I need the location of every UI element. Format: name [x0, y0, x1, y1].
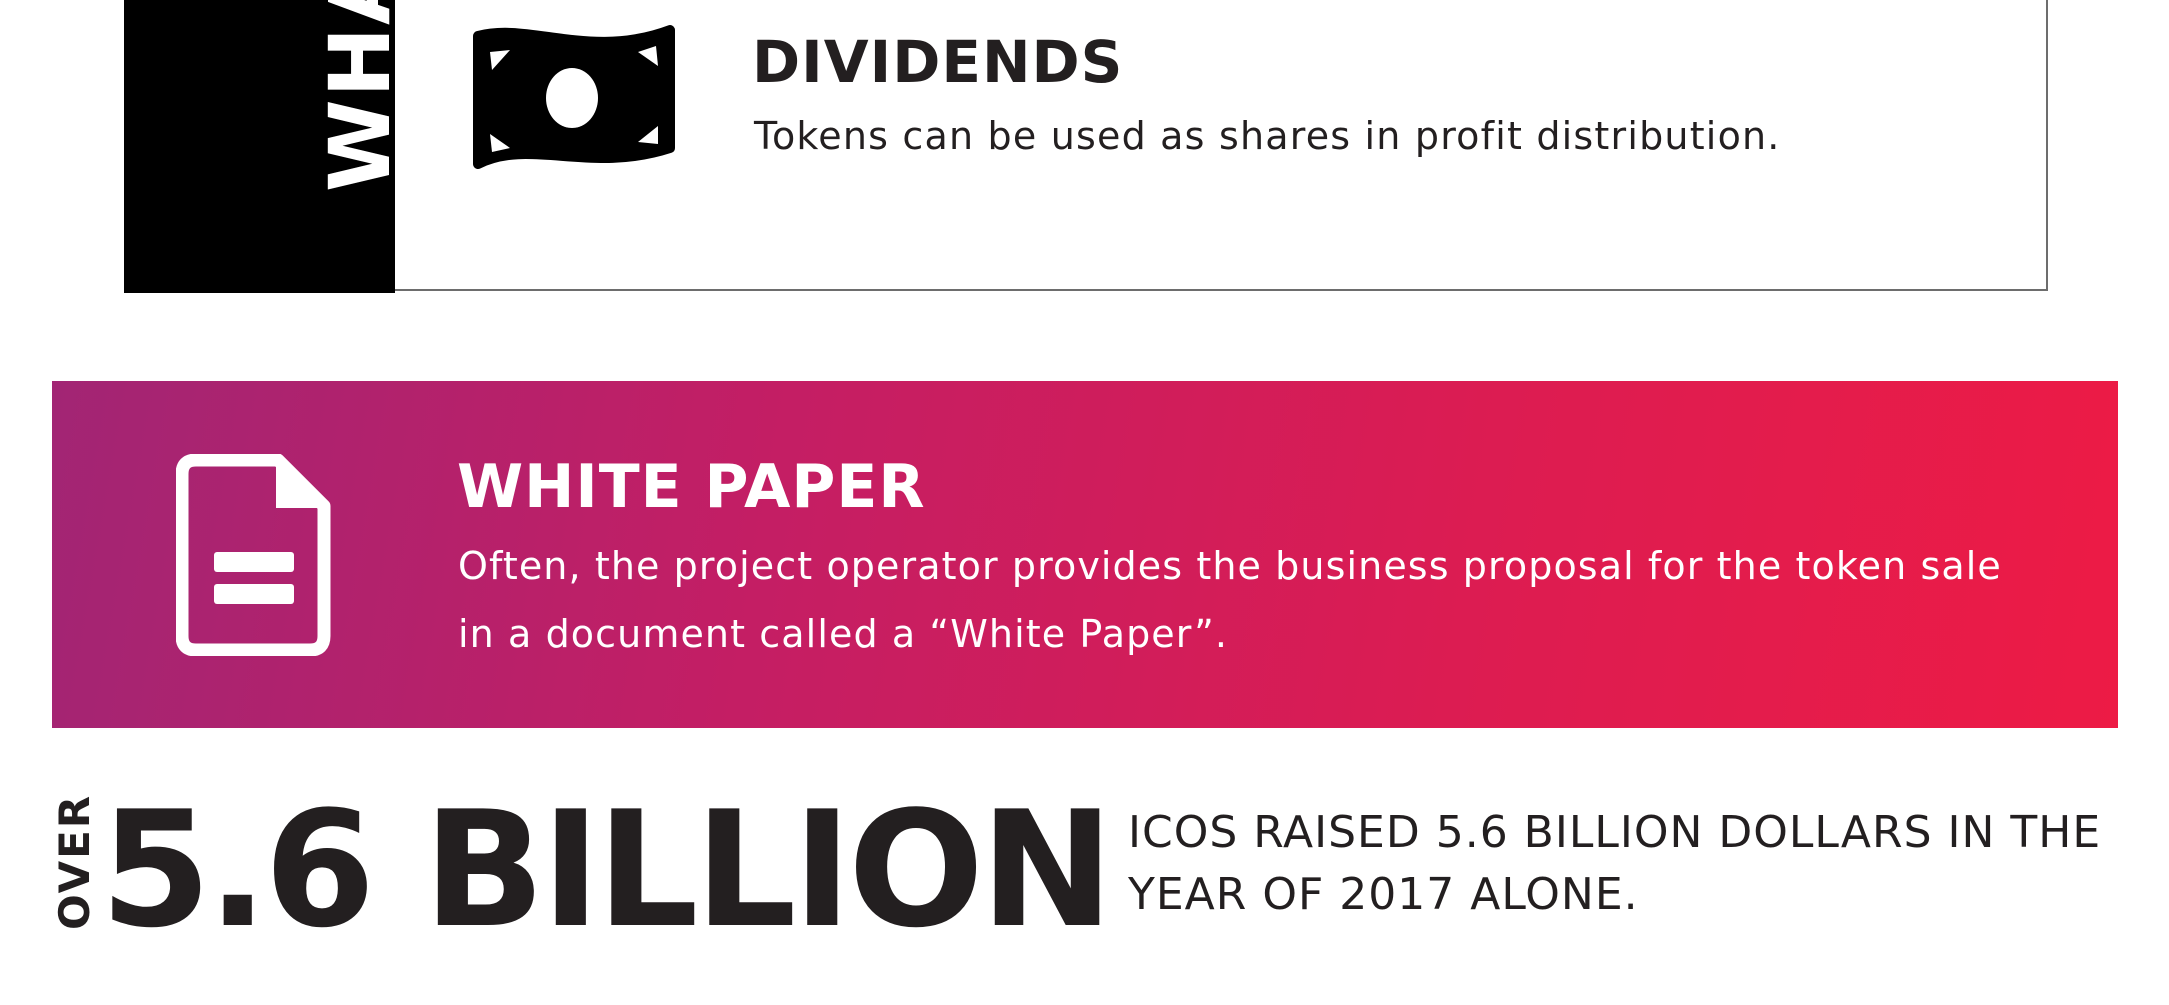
stat-description: ICOS RAISED 5.6 BILLION DOLLARS IN THE Y… [1128, 807, 2102, 920]
dividends-description: Tokens can be used as shares in profit d… [754, 114, 1781, 158]
white-paper-banner [52, 381, 2118, 728]
dividends-card [124, 0, 2048, 291]
white-paper-title: WHITE PAPER [457, 452, 926, 522]
dividends-title: DIVIDENDS [752, 28, 1124, 96]
side-tab-label-line2: TOKE [388, 0, 395, 192]
side-tab-label-line1: WHA [311, 0, 395, 192]
white-paper-description: Often, the project operator provides the… [458, 544, 2002, 656]
stat-value: 5.6 BILLION [100, 776, 1114, 963]
money-bill-icon [473, 25, 675, 169]
document-icon [176, 454, 331, 656]
section-side-tab: WHA TOKE [124, 0, 395, 293]
stat-prefix: OVER [50, 793, 99, 930]
